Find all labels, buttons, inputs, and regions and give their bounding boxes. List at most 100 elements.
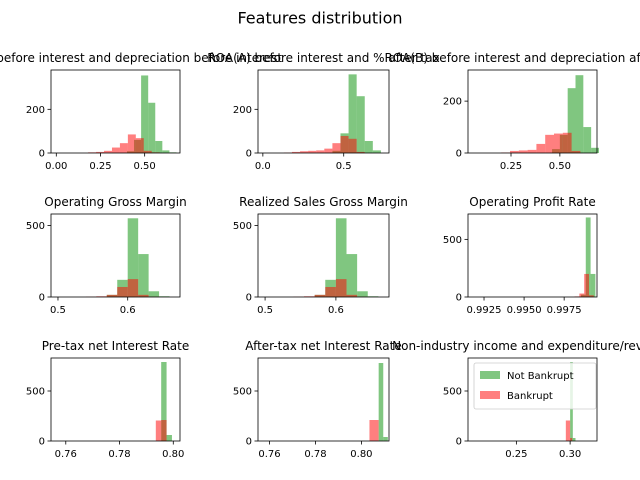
bar-not-bankrupt [591,147,599,153]
bar-bankrupt [135,138,144,153]
bar-bankrupt [143,150,152,153]
x-tick-label: 0.80 [350,449,372,460]
y-tick-label: 200 [26,105,45,116]
x-tick-label: 0.0 [255,161,271,172]
bar-bankrupt [570,438,573,441]
axes-frame [257,69,390,154]
x-tick-label: 0.80 [162,449,184,460]
bar-bankrupt [571,150,581,153]
bar-not-bankrupt [364,140,373,153]
bar-not-bankrupt [356,96,365,153]
bar-not-bankrupt [346,254,358,297]
bar-bankrupt [332,143,341,153]
panel-title: ROA(A) before interest and % after tax [207,51,439,65]
bar-bankrupt [325,286,336,297]
axes-frame [467,213,598,298]
bar-not-bankrupt [357,291,368,297]
bar-not-bankrupt [162,150,170,153]
panel-title: Operating Gross Margin [44,195,186,209]
y-tick-label: 0 [456,293,462,304]
x-tick-label: 0.6 [120,305,136,316]
x-tick-label: 0.25 [89,161,111,172]
bar-bankrupt [584,273,589,297]
y-tick-label: 200 [443,97,462,108]
x-tick-label: 0.5 [336,161,352,172]
axes-frame [257,357,390,442]
figure-suptitle: Features distribution [237,9,402,28]
histogram-panel-9: 0.25 0.30 0 500 Non-industry income and expe… [392,339,640,460]
bar-bankrupt [579,293,585,297]
legend: Not Bankrupt Bankrupt [473,362,597,410]
x-tick-label: 0.76 [258,449,280,460]
x-tick-label: 0.5 [50,305,66,316]
y-tick-label: 500 [443,235,462,246]
bar-bankrupt [314,294,326,297]
bar-bankrupt [119,143,128,153]
histogram-panel-3: 0.25 0.50 0 200 ROA(B) before interest and d… [385,51,640,172]
axes-frame [467,69,598,154]
bar-not-bankrupt [141,75,149,153]
axes-frame [467,357,598,442]
bar-not-bankrupt [335,218,347,297]
y-tick-label: 0 [39,149,45,160]
panel-title: Non-industry income and expenditure/reve… [392,339,640,353]
bar-not-bankrupt [585,217,591,297]
panel-title: Operating Profit Rate [469,195,595,209]
x-tick-label: 0.00 [45,161,67,172]
bar-bankrupt [369,420,379,441]
bar-bankrupt [588,295,594,297]
y-tick-label: 500 [233,221,252,232]
y-tick-label: 500 [233,387,252,398]
x-tick-label: 0.9975 [547,305,582,316]
legend-label: Bankrupt [507,391,553,402]
y-tick-label: 500 [443,387,462,398]
bar-bankrupt [340,135,349,153]
bar-bankrupt [348,138,357,153]
bar-bankrupt [562,132,572,153]
panel-title: ROA(C) before interest and depreciation … [0,51,282,65]
y-tick-label: 200 [233,105,252,116]
x-tick-label: 0.78 [304,449,326,460]
y-tick-label: 0 [39,437,45,448]
bar-not-bankrupt [138,254,149,297]
histogram-panel-8: 0.76 0.78 0.80 0 500 After-tax net Interest R… [233,339,402,460]
bar-not-bankrupt [567,88,576,153]
bar-not-bankrupt [127,218,139,297]
panel-title: ROA(B) before interest and depreciation … [385,51,640,65]
panel-title: Realized Sales Gross Margin [239,195,408,209]
x-tick-label: 0.50 [134,161,156,172]
bar-not-bankrupt [166,435,172,441]
legend-label: Not Bankrupt [507,371,574,382]
bar-bankrupt [127,134,136,153]
y-tick-label: 0 [39,293,45,304]
x-tick-label: 0.5 [257,305,273,316]
bar-bankrupt [554,133,563,153]
bar-bankrupt [106,294,118,297]
bar-bankrupt [300,151,309,153]
histogram-panel-1: 0.00 0.25 0.50 0 200 ROA(C) before interest a… [0,51,282,172]
bar-bankrupt [308,150,317,153]
histogram-panel-7: 0.76 0.78 0.80 0 500 Pre-tax net Interest Rat… [26,339,189,460]
bar-not-bankrupt [148,102,156,153]
bar-bankrupt [510,150,519,153]
bar-not-bankrupt [583,127,592,153]
x-tick-label: 0.78 [108,449,130,460]
bar-bankrupt [155,420,162,441]
x-tick-label: 0.76 [55,449,77,460]
legend-swatch [480,371,500,379]
panel-title: Pre-tax net Interest Rate [42,339,189,353]
bar-bankrupt [138,294,149,297]
axes-frame [50,357,181,442]
bar-not-bankrupt [383,437,388,441]
legend-frame [473,362,597,410]
axes-frame [50,213,181,298]
bar-bankrupt [518,150,528,153]
bar-bankrupt [324,148,333,153]
y-tick-label: 0 [246,437,252,448]
bar-bankrupt [117,286,128,297]
y-tick-label: 0 [456,437,462,448]
bar-bankrupt [161,420,167,441]
bar-bankrupt [536,143,546,153]
bar-bankrupt [356,151,365,153]
